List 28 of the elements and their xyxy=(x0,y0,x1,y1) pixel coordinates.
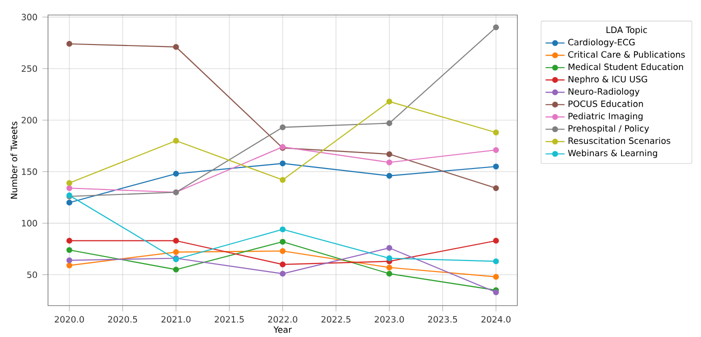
x-axis-title: Year xyxy=(273,326,292,333)
y-tick-label: 200 xyxy=(22,116,38,124)
legend-label: Prehospital / Policy xyxy=(568,124,649,134)
x-tick-label: 2024.0 xyxy=(481,316,511,322)
x-tick-label: 2020.0 xyxy=(54,316,84,322)
y-tick-label: 50 xyxy=(27,271,38,278)
legend-label: Webinars & Learning xyxy=(568,149,658,158)
y-tick-label: 300 xyxy=(22,14,38,20)
legend-label: Critical Care & Publications xyxy=(568,50,685,58)
legend-title: LDA Topic xyxy=(606,26,647,35)
legend-label: Pediatric Imaging xyxy=(568,112,643,121)
legend-label: Cardiology-ECG xyxy=(568,38,635,47)
x-tick-label: 2022.5 xyxy=(321,316,350,322)
y-tick-label: 100 xyxy=(22,220,38,226)
y-tick-label: 150 xyxy=(22,168,38,175)
legend-label: POCUS Education xyxy=(568,100,643,107)
legend-label: Resuscitation Scenarios xyxy=(568,137,670,144)
legend-label: Neuro-Radiology xyxy=(568,88,640,96)
x-tick-label: 2022.0 xyxy=(268,316,298,322)
y-tick-label: 250 xyxy=(22,65,38,72)
legend-label: Medical Student Education xyxy=(568,63,683,70)
x-tick-label: 2023.5 xyxy=(428,316,458,322)
legend-label: Nephro & ICU USG xyxy=(568,76,648,84)
x-tick-label: 2021.0 xyxy=(161,316,191,322)
y-axis-title: Number of Tweets xyxy=(10,122,18,198)
x-tick-label: 2020.5 xyxy=(108,316,138,322)
x-tick-label: 2023.0 xyxy=(374,316,404,322)
x-tick-label: 2021.5 xyxy=(214,316,244,322)
